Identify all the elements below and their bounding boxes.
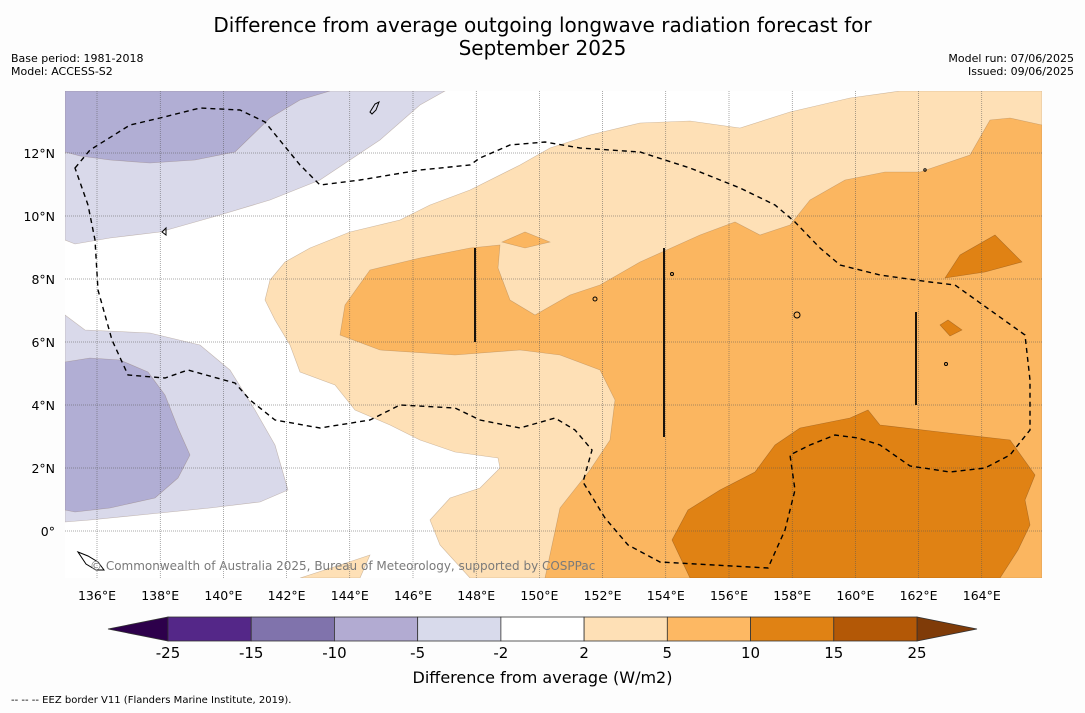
latitude-label: 8°N — [31, 272, 55, 287]
colorbar-tick-label: 10 — [741, 644, 760, 662]
island — [76, 550, 105, 571]
anomaly-field — [65, 91, 1042, 578]
colorbar-label: Difference from average (W/m2) — [412, 668, 673, 687]
title-line-1: Difference from average outgoing longwav… — [213, 13, 872, 37]
latitude-label: 2°N — [31, 461, 55, 476]
colorbar-segment — [833, 616, 918, 642]
longitude-label: 140°E — [204, 588, 242, 603]
colorbar-tick-label: -5 — [410, 644, 425, 662]
anomaly-region-neg10-neg5 — [65, 91, 331, 164]
longitude-label: 150°E — [520, 588, 558, 603]
anomaly-region-pos2-pos5 — [299, 554, 371, 578]
longitude-label: 142°E — [268, 588, 306, 603]
colorbar-segment — [500, 616, 585, 642]
colorbar-segment — [167, 616, 252, 642]
meta-right: Model run: 07/06/2025 Issued: 09/06/2025 — [948, 52, 1074, 78]
colorbar-extend-low — [107, 616, 169, 642]
island — [161, 226, 167, 236]
colorbar-tick-label: 25 — [907, 644, 926, 662]
longitude-label: 144°E — [331, 588, 369, 603]
longitude-label: 162°E — [900, 588, 938, 603]
model-run: Model run: 07/06/2025 — [948, 52, 1074, 65]
longitude-label: 138°E — [141, 588, 179, 603]
colorbar-segment — [417, 616, 502, 642]
longitude-label: 146°E — [394, 588, 432, 603]
anomaly-region-pos5-pos10 — [501, 231, 551, 249]
colorbar-tick-label: -10 — [322, 644, 347, 662]
latitude-label: 6°N — [31, 335, 55, 350]
anomaly-region-pos10-pos15 — [939, 319, 963, 337]
colorbar-tick-label: -15 — [239, 644, 264, 662]
issued-date: Issued: 09/06/2025 — [967, 65, 1074, 78]
colorbar: -25 -15 -10 -5 -2 2 5 10 15 25 — [107, 616, 978, 662]
colorbar-tick-label: -2 — [493, 644, 508, 662]
island — [369, 100, 380, 115]
island — [923, 168, 927, 172]
colorbar-tick-label: 2 — [579, 644, 589, 662]
colorbar-segment — [250, 616, 335, 642]
latitude-label: 0° — [41, 524, 55, 539]
eez-vertical-segments — [474, 248, 917, 437]
colorbar-tick-label: 5 — [663, 644, 673, 662]
title-line-2: September 2025 — [458, 36, 627, 60]
colorbar-segment — [334, 616, 419, 642]
longitude-label: 154°E — [647, 588, 685, 603]
anomaly-region-pos10-pos15 — [944, 234, 1023, 279]
longitude-label: 160°E — [836, 588, 874, 603]
longitude-label: 164°E — [963, 588, 1001, 603]
meta-left: Base period: 1981-2018 Model: ACCESS-S2 — [11, 52, 143, 78]
base-period: Base period: 1981-2018 — [11, 52, 144, 65]
colorbar-segment — [750, 616, 835, 642]
eez-footnote: -- -- -- EEZ border V11 (Flanders Marine… — [11, 695, 292, 706]
longitude-label: 156°E — [710, 588, 748, 603]
graticule — [65, 91, 1042, 578]
anomaly-region-neg10-neg5 — [65, 357, 191, 513]
islands — [76, 100, 948, 571]
colorbar-extend-high — [916, 616, 978, 642]
colorbar-tick-label: -25 — [156, 644, 181, 662]
chart-title: Difference from average outgoing longwav… — [0, 14, 1085, 60]
longitude-label: 158°E — [773, 588, 811, 603]
island — [592, 296, 598, 302]
longitude-label: 148°E — [457, 588, 495, 603]
colorbar-tick-label: 15 — [824, 644, 843, 662]
island — [793, 311, 801, 319]
latitude-label: 10°N — [23, 209, 55, 224]
colorbar-segment — [583, 616, 668, 642]
latitude-label: 12°N — [23, 146, 55, 161]
latitude-label: 4°N — [31, 398, 55, 413]
longitude-label: 136°E — [78, 588, 116, 603]
anomaly-region-pos10-pos15 — [671, 409, 1036, 578]
island — [944, 362, 948, 366]
model-name: Model: ACCESS-S2 — [11, 65, 113, 78]
colorbar-segment — [666, 616, 751, 642]
copyright-notice: © Commonwealth of Australia 2025, Bureau… — [90, 559, 595, 573]
island — [670, 272, 674, 276]
longitude-labels: 136°E 138°E 140°E 142°E 144°E 146°E 148°E 150°E… — [78, 588, 1001, 603]
latitude-labels: 12°N 10°N 8°N 6°N 4°N 2°N 0° — [23, 146, 55, 539]
longitude-label: 152°E — [584, 588, 622, 603]
